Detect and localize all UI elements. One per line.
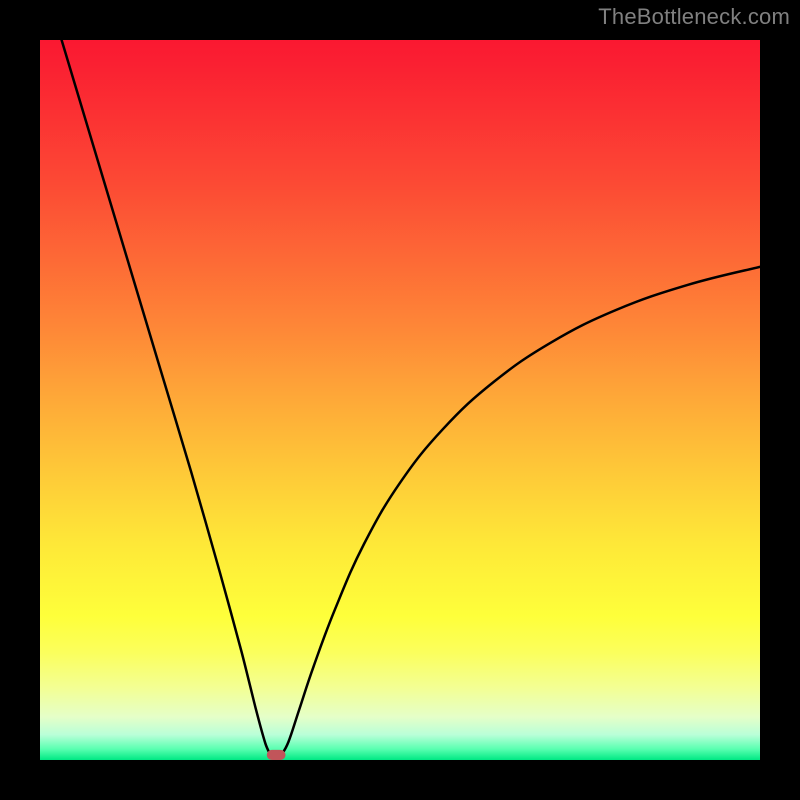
chart-frame: TheBottleneck.com: [0, 0, 800, 800]
plot-background: [40, 40, 760, 760]
minimum-marker: [267, 750, 286, 760]
bottleneck-curve-chart: [0, 0, 800, 800]
watermark-text: TheBottleneck.com: [598, 4, 790, 30]
